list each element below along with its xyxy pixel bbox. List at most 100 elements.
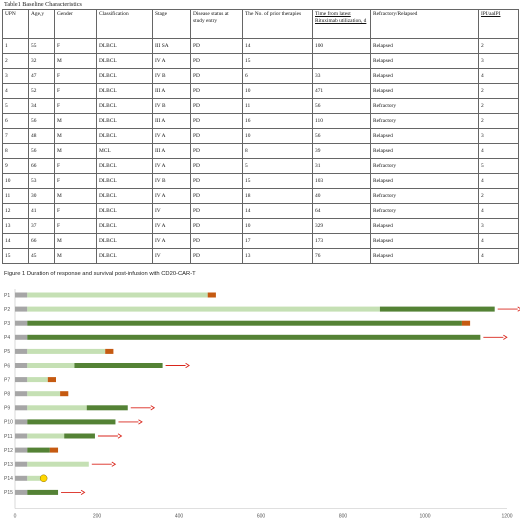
patient-label: P6 <box>4 363 10 369</box>
cell-refractory-relapsed: Relapsed <box>370 128 479 144</box>
cell-prior-therapies: 16 <box>242 113 313 129</box>
patient-label: P14 <box>4 476 13 482</box>
infusion-segment <box>15 348 28 354</box>
x-tick-label: 600 <box>257 514 266 520</box>
cell-disease-status: PD <box>190 98 243 114</box>
infusion-segment <box>15 447 28 453</box>
cell-age: 56 <box>28 113 55 129</box>
cell-rituximab-time: 103 <box>312 173 371 189</box>
cell-refractory-relapsed: Relapsed <box>370 233 479 249</box>
cell-rituximab-time: 173 <box>312 233 371 249</box>
header-ipi: IPI/aaIPI <box>478 9 519 39</box>
cell-stage: IV A <box>152 218 191 234</box>
cell-classification: DLBCL <box>96 173 153 189</box>
cell-gender: M <box>54 53 97 69</box>
cell-classification: MCL <box>96 143 153 159</box>
partial-segment <box>27 363 75 368</box>
cell-rituximab-time: 40 <box>312 188 371 204</box>
cell-upn: 9 <box>2 158 29 174</box>
patient-label: P5 <box>4 349 10 355</box>
cell-refractory-relapsed: Relapsed <box>370 143 479 159</box>
cell-disease-status: PD <box>190 83 243 99</box>
cell-disease-status: PD <box>190 113 243 129</box>
cell-stage: III A <box>152 143 191 159</box>
table-row: 14 66 M DLBCL IV A PD 17 173 Relapsed 4 <box>2 233 519 249</box>
cell-classification: DLBCL <box>96 203 153 219</box>
cell-prior-therapies: 10 <box>242 218 313 234</box>
infusion-segment <box>15 419 28 425</box>
cell-ipi: 3 <box>478 53 519 69</box>
cell-classification: DLBCL <box>96 68 153 84</box>
header-rituximab-time: Time from latest Rituximab utilization, … <box>312 9 371 39</box>
cell-upn: 13 <box>2 218 29 234</box>
cell-ipi: 3 <box>478 218 519 234</box>
cell-upn: 10 <box>2 173 29 189</box>
cell-rituximab-time: 76 <box>312 248 371 264</box>
cell-classification: DLBCL <box>96 128 153 144</box>
infusion-segment <box>15 433 28 439</box>
partial-segment <box>27 348 106 354</box>
infusion-segment <box>15 461 28 467</box>
cell-prior-therapies: 14 <box>242 38 313 54</box>
ongoing-arrowhead <box>185 362 190 369</box>
cell-ipi: 4 <box>478 173 519 189</box>
complete-segment <box>27 320 462 326</box>
cell-refractory-relapsed: Relapsed <box>370 173 479 189</box>
cell-stage: IV <box>152 248 191 264</box>
cell-gender: F <box>54 98 97 114</box>
cell-gender: M <box>54 113 97 129</box>
cell-prior-therapies: 13 <box>242 248 313 264</box>
infusion-segment <box>15 405 28 411</box>
infusion-segment <box>15 320 28 326</box>
cell-gender: F <box>54 158 97 174</box>
header-classification: Classification <box>96 9 153 39</box>
progressive-segment <box>47 377 56 383</box>
cell-gender: F <box>54 203 97 219</box>
cell-refractory-relapsed: Relapsed <box>370 68 479 84</box>
cell-ipi: 4 <box>478 143 519 159</box>
cell-classification: DLBCL <box>96 158 153 174</box>
partial-segment <box>27 292 208 298</box>
complete-segment <box>27 447 50 453</box>
cell-ipi: 3 <box>478 128 519 144</box>
ongoing-arrowhead <box>150 405 156 411</box>
table-row: 5 34 F DLBCL IV B PD 11 56 Refractory 2 <box>2 98 519 114</box>
cell-disease-status: PD <box>190 233 243 249</box>
partial-segment <box>27 377 48 383</box>
cell-upn: 6 <box>2 113 29 129</box>
partial-segment <box>27 433 65 439</box>
cell-disease-status: PD <box>190 188 243 204</box>
progressive-segment <box>207 292 216 298</box>
complete-segment <box>86 405 128 411</box>
cell-gender: M <box>54 233 97 249</box>
complete-segment <box>27 334 481 340</box>
header-prior-therapies: The No. of prior therapies <box>242 9 313 39</box>
partial-segment <box>27 475 42 481</box>
cell-stage: IV A <box>152 233 191 249</box>
header-stage: Stage <box>152 9 191 39</box>
infusion-segment <box>15 334 28 340</box>
cell-refractory-relapsed: Relapsed <box>370 53 479 69</box>
cell-gender: M <box>54 188 97 204</box>
ongoing-arrowhead <box>111 461 117 467</box>
cell-prior-therapies: 10 <box>242 83 313 99</box>
infusion-segment <box>15 292 28 298</box>
cell-stage: IV B <box>152 68 191 84</box>
cell-gender: M <box>54 128 97 144</box>
cell-disease-status: PD <box>190 68 243 84</box>
cell-ipi: 4 <box>478 248 519 264</box>
cell-age: 47 <box>28 68 55 84</box>
header-disease-status: Disease status at study entry <box>190 9 243 39</box>
cell-prior-therapies: 11 <box>242 98 313 114</box>
cell-age: 32 <box>28 53 55 69</box>
cell-classification: DLBCL <box>96 98 153 114</box>
table-row: 3 47 F DLBCL IV B PD 6 33 Relapsed 4 <box>2 68 519 84</box>
cell-stage: IV B <box>152 98 191 114</box>
patient-label: P9 <box>4 406 10 412</box>
cell-rituximab-time: 329 <box>312 218 371 234</box>
cell-disease-status: PD <box>190 38 243 54</box>
cell-prior-therapies: 15 <box>242 53 313 69</box>
cell-rituximab-time: 100 <box>312 38 371 54</box>
cell-classification: DLBCL <box>96 113 153 129</box>
cell-refractory-relapsed: Relapsed <box>370 83 479 99</box>
